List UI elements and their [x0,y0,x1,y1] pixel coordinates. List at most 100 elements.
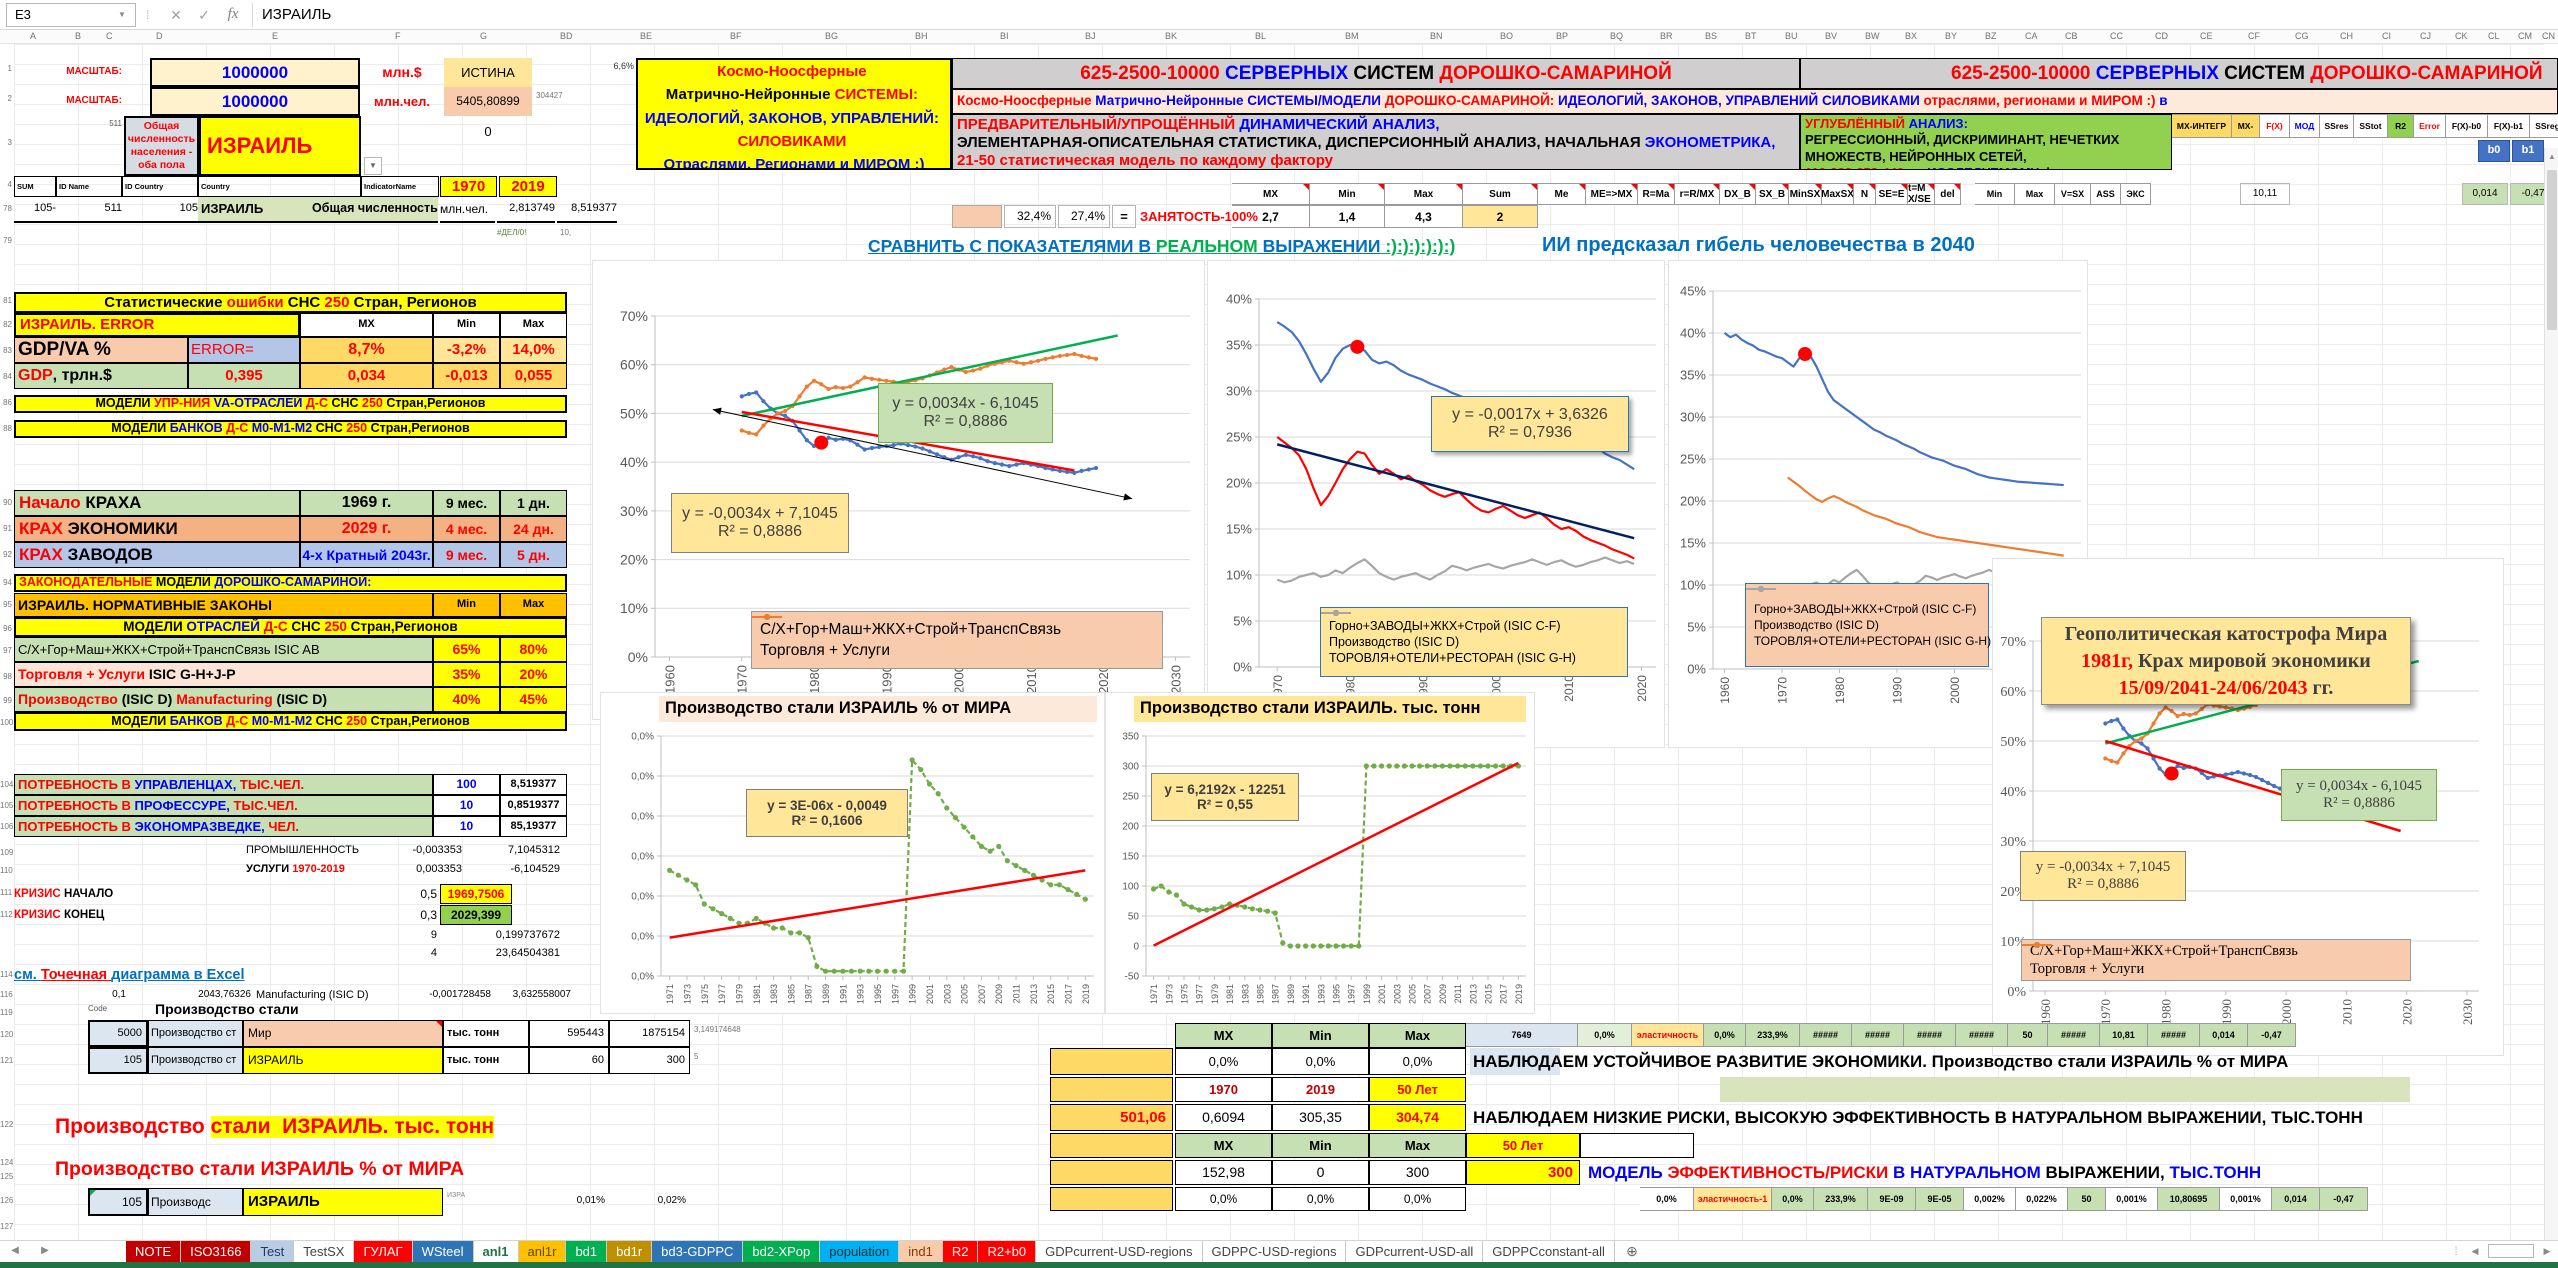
sheet-tab-bd1r[interactable]: bd1r [607,1241,653,1262]
column-letter-D[interactable]: D [156,31,163,41]
row-number-119[interactable]: 119 [0,1008,13,1017]
row-number-3[interactable]: 3 [7,138,12,147]
steel-world-country[interactable]: Мир [243,1020,443,1047]
row78-unit[interactable]: млн.чел. [440,197,495,223]
row-number-79[interactable]: 79 [3,236,12,245]
column-letter-E[interactable]: E [272,31,279,41]
compare-link[interactable]: СРАВНИТЬ С ПОКАЗАТЕЛЯМИ В РЕАЛЬНОМ ВЫРАЖ… [868,235,1456,256]
steel-pct-name[interactable]: Производс [148,1188,243,1216]
row-number-95[interactable]: 95 [3,600,12,609]
country-cell[interactable]: ИЗРАИЛЬ [199,116,361,176]
row78-indicator[interactable]: Общая численность населен [312,197,438,223]
column-letter-CD[interactable]: CD [2155,31,2168,41]
row-number-4[interactable]: 4 [7,180,12,189]
sheet-tab-WSteel[interactable]: WSteel [412,1241,474,1262]
hscroll-thumb[interactable] [2488,1244,2534,1258]
row-number-100[interactable]: 100 [0,718,14,727]
column-letter-CC[interactable]: CC [2110,31,2123,41]
chart-isic-shares-1960[interactable]: 45% 40% 35% 30% 25% 20% 15% 10% 5% 0% 1960 1970 1980… [1668,260,2088,748]
row-number-91[interactable]: 91 [3,524,12,533]
row-number-122[interactable]: 122 [0,1120,14,1129]
cancel-icon[interactable]: ✕ [170,6,182,23]
sheet-tab-bd1[interactable]: bd1 [566,1241,608,1262]
column-letter-CJ[interactable]: CJ [2420,31,2431,41]
sheet-tab-R2[interactable]: R2 [942,1241,979,1262]
column-letter-BQ[interactable]: BQ [1610,31,1624,41]
enter-icon[interactable]: ✓ [198,6,210,23]
column-letter-CF[interactable]: CF [2248,31,2260,41]
steel-world-name[interactable]: Производство ст [148,1020,243,1047]
chart-steel-share-world[interactable]: 0,0% 0,0% 0,0% 0,0% 0,0% 0,0% 0,0% 1971 1973 1975… [600,692,1105,1014]
sheet-tab-bd2-XPop[interactable]: bd2-XPop [743,1241,821,1262]
steel-israel-country[interactable]: ИЗРАИЛЬ [243,1047,443,1074]
column-letter-BK[interactable]: BK [1165,31,1178,41]
scroll-up-icon[interactable]: ▲ [2548,151,2556,161]
column-letter-BG[interactable]: BG [825,31,839,41]
tabbar-splitter-icon[interactable]: ⁞ [2454,1244,2458,1259]
add-sheet-icon[interactable]: ⊕ [1626,1243,1638,1260]
row-number-126[interactable]: 126 [0,1196,14,1205]
row78-id-name[interactable]: 511 [56,197,122,223]
column-letter-BS[interactable]: BS [1705,31,1718,41]
sheet-tab-anl1r[interactable]: anl1r [518,1241,567,1262]
column-letter-BY[interactable]: BY [1945,31,1958,41]
scrollbar-thumb[interactable] [2547,170,2557,330]
sheet-tab-GDPcurrent-USD-all[interactable]: GDPcurrent-USD-all [1346,1241,1484,1262]
column-letter-BZ[interactable]: BZ [1985,31,1997,41]
row-number-81[interactable]: 81 [3,296,12,305]
column-letter-BN[interactable]: BN [1430,31,1443,41]
chart-geopolitical-catastrophe[interactable]: 70% 60% 50% 40% 30% 20% 10% 0% 1960 1970 1980 1990 2… [1992,558,2504,1056]
sheet-tab-anl1[interactable]: anl1 [473,1241,519,1264]
column-letter-BR[interactable]: BR [1660,31,1673,41]
column-letter-CM[interactable]: CM [2518,31,2532,41]
column-letter-F[interactable]: F [395,31,401,41]
row-number-105[interactable]: 105 [0,801,14,810]
column-letter-BD[interactable]: BD [560,31,573,41]
row-number-110[interactable]: 110 [0,866,13,875]
row-number-88[interactable]: 88 [3,424,12,433]
row-number-97[interactable]: 97 [3,646,12,655]
chart-steel-tons[interactable]: 350 300 250 200 150 100 50 0 -50 1971 1973 1975 1977… [1105,692,1535,1014]
column-letter-CH[interactable]: CH [2340,31,2353,41]
row-number-92[interactable]: 92 [3,550,12,559]
tab-scroll-right-icon[interactable]: ▶ [41,1245,49,1257]
column-letter-BW[interactable]: BW [1865,31,1880,41]
name-box[interactable]: E3 [6,3,136,27]
column-letter-BO[interactable]: BO [1500,31,1514,41]
sheet-tab-GDPPC-USD-regions[interactable]: GDPPC-USD-regions [1202,1241,1347,1262]
row-number-83[interactable]: 83 [3,346,12,355]
hscroll-right-icon[interactable]: ▶ [2543,1245,2551,1256]
row-number-112[interactable]: 112 [0,910,13,919]
column-letter-BT[interactable]: BT [1745,31,1757,41]
hscroll-left-icon[interactable]: ◀ [2471,1245,2479,1256]
column-letter-CA[interactable]: CA [2025,31,2038,41]
column-letter-A[interactable]: A [30,31,37,41]
chart-industry-vs-services[interactable]: 70% 60% 50% 40% 30% 20% 10% 0% 1960 1970 1980 1990 2… [592,260,1205,720]
fx-icon[interactable]: fx [227,6,239,23]
column-headers[interactable]: A B C D E F G BD BE BF BG BH BI BJ BK BL BM BN BO BP BQ BR BS B… [0,30,2558,44]
row-number-109[interactable]: 109 [0,848,14,857]
row-number-94[interactable]: 94 [3,578,12,587]
row-number-120[interactable]: 120 [0,1030,14,1039]
sheet-tab-bd3-GDPPC[interactable]: bd3-GDPPC [652,1241,744,1262]
scatter-chart-link[interactable]: см. Точечная диаграмма в Excel [14,967,245,984]
row-number-116[interactable]: 116 [0,990,13,999]
row-number-78[interactable]: 78 [3,204,12,213]
row78-sum[interactable]: 105- [14,197,56,223]
formula-input[interactable]: ИЗРАИЛЬ [262,3,2552,27]
autofilter-dropdown-icon[interactable]: ▼ [364,157,382,175]
row-number-121[interactable]: 121 [0,1056,14,1065]
vertical-scrollbar[interactable]: ▲ [2544,148,2558,1240]
column-letter-BM[interactable]: BM [1345,31,1359,41]
column-letter-CL[interactable]: CL [2488,31,2500,41]
row-number-111[interactable]: 111 [0,888,13,897]
row-number-104[interactable]: 104 [0,780,14,789]
column-letter-C[interactable]: C [106,31,113,41]
row-number-90[interactable]: 90 [3,498,12,507]
row-number-1[interactable]: 1 [7,64,12,73]
sheet-tab-ГУЛАГ[interactable]: ГУЛАГ [354,1241,413,1262]
column-letter-BU[interactable]: BU [1785,31,1798,41]
column-letter-BI[interactable]: BI [1000,31,1009,41]
row-number-96[interactable]: 96 [3,624,12,633]
steel-israel-id[interactable]: 105 [88,1047,148,1074]
